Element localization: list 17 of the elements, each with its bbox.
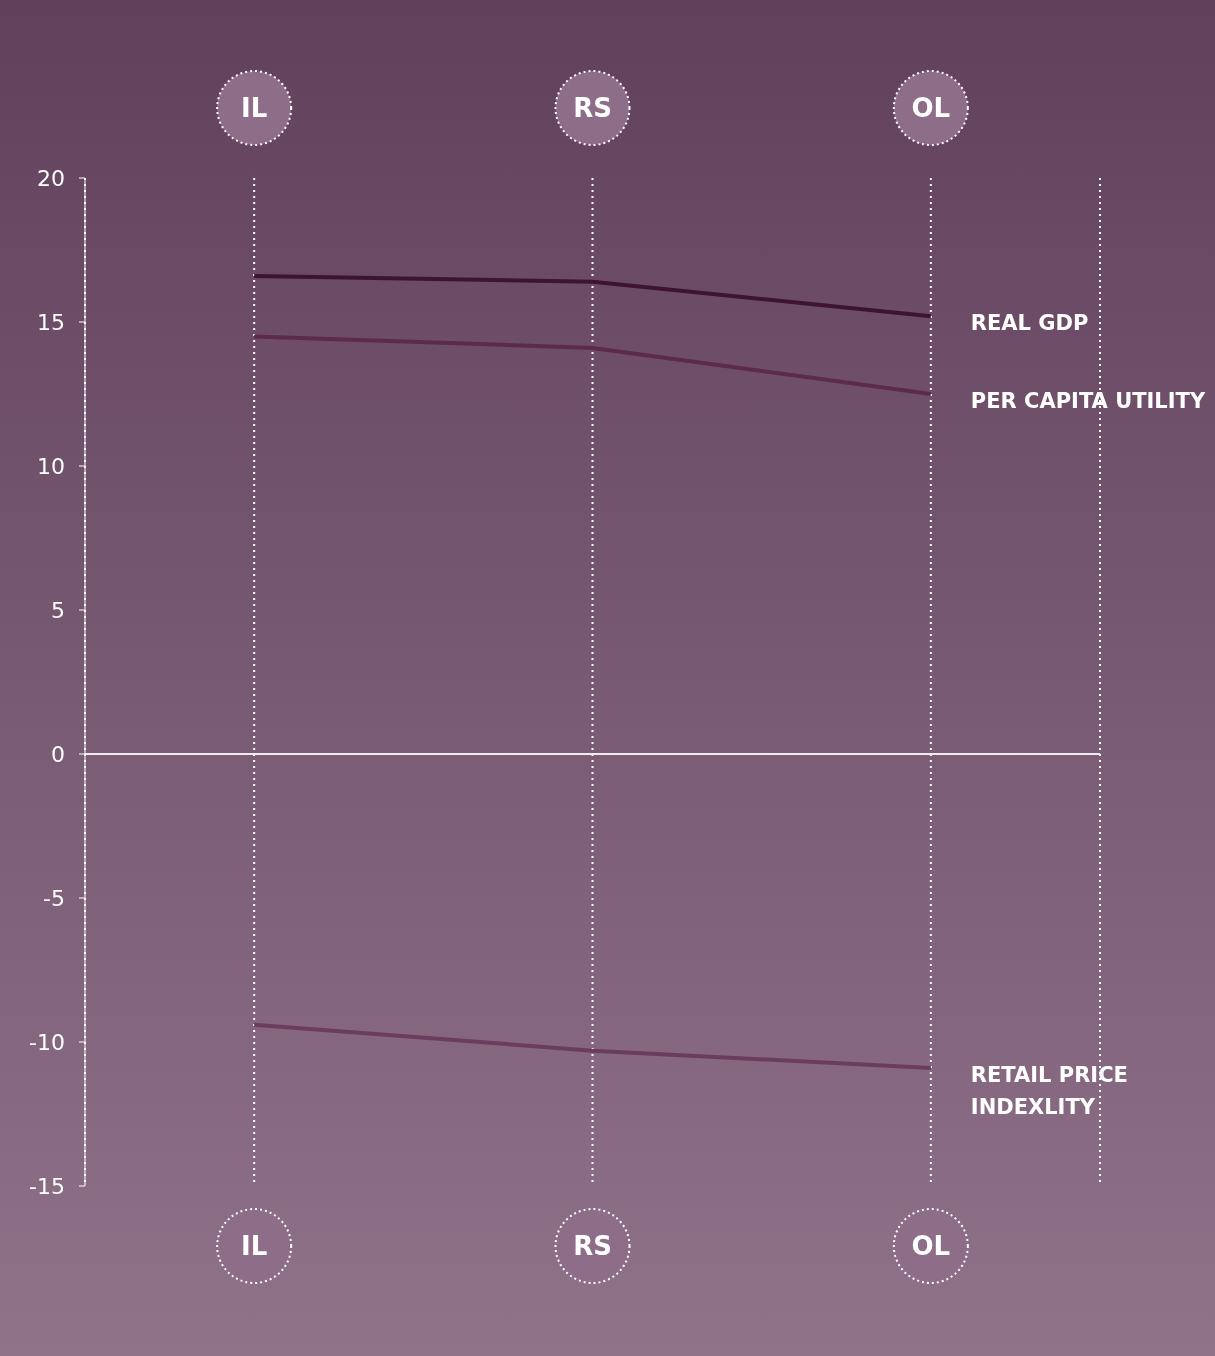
- y-tick-label: -15: [29, 1173, 65, 1199]
- x-tick-label: RS: [573, 1231, 612, 1261]
- category-label: OL: [911, 93, 951, 123]
- series-label: REAL GDP: [970, 311, 1089, 336]
- series-label: PER CAPITA UTILITY: [970, 389, 1206, 413]
- y-tick-label: -5: [43, 885, 65, 911]
- y-tick-label: -10: [29, 1029, 65, 1055]
- category-label: IL: [241, 93, 268, 123]
- y-tick-label: 5: [51, 597, 65, 623]
- y-tick-label: 15: [37, 309, 65, 335]
- y-tick-label: 20: [37, 165, 65, 191]
- y-tick-label: 0: [51, 741, 65, 767]
- y-tick-label: 10: [37, 453, 65, 479]
- series-label: RETAIL PRICE INDEXLITY: [970, 1062, 1128, 1119]
- x-tick-label: OL: [911, 1231, 951, 1261]
- category-label: RS: [573, 93, 612, 123]
- x-tick-label: IL: [241, 1231, 268, 1261]
